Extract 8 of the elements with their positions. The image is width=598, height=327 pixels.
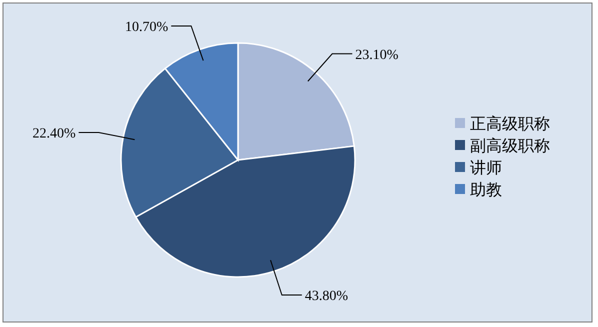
legend-label: 助教 bbox=[470, 181, 502, 199]
legend-label: 正高级职称 bbox=[470, 115, 550, 133]
data-label: 43.80% bbox=[304, 289, 348, 304]
data-label: 23.10% bbox=[355, 48, 399, 63]
data-label: 22.40% bbox=[32, 126, 76, 142]
data-label: 10.70% bbox=[124, 20, 168, 35]
legend-label: 讲师 bbox=[470, 159, 502, 177]
legend-label: 副高级职称 bbox=[470, 137, 550, 155]
